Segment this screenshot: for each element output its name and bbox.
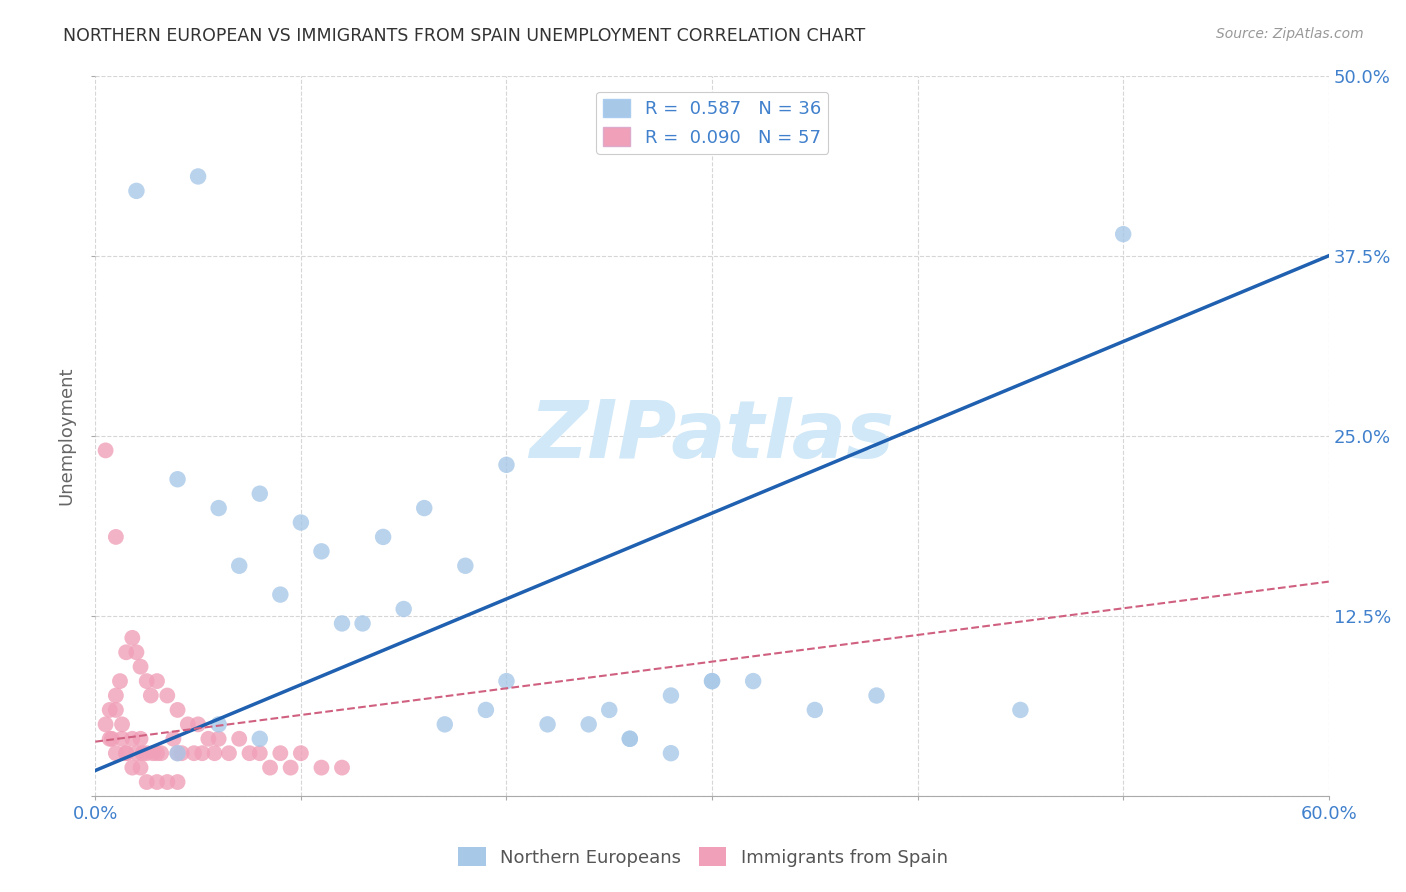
Point bbox=[135, 746, 157, 760]
Point bbox=[166, 746, 188, 760]
Point bbox=[142, 746, 165, 760]
Point bbox=[121, 761, 143, 775]
Point bbox=[146, 674, 169, 689]
Point bbox=[104, 689, 127, 703]
Point bbox=[619, 731, 641, 746]
Point bbox=[208, 731, 231, 746]
Point bbox=[98, 731, 121, 746]
Point bbox=[804, 703, 827, 717]
Point bbox=[150, 746, 173, 760]
Point bbox=[115, 746, 138, 760]
Point bbox=[131, 746, 153, 760]
Point bbox=[166, 703, 188, 717]
Point bbox=[249, 486, 271, 500]
Point bbox=[1010, 703, 1032, 717]
Point bbox=[183, 746, 205, 760]
Point bbox=[111, 717, 134, 731]
Point bbox=[619, 731, 641, 746]
Point bbox=[865, 689, 887, 703]
Point bbox=[166, 746, 188, 760]
Point bbox=[228, 558, 250, 573]
Point bbox=[104, 746, 127, 760]
Point bbox=[433, 717, 456, 731]
Point bbox=[156, 689, 179, 703]
Point bbox=[259, 761, 281, 775]
Point bbox=[94, 443, 117, 458]
Point bbox=[280, 761, 302, 775]
Point bbox=[659, 689, 682, 703]
Point bbox=[187, 169, 209, 184]
Point bbox=[204, 746, 226, 760]
Point bbox=[146, 746, 169, 760]
Point bbox=[475, 703, 498, 717]
Point bbox=[177, 717, 200, 731]
Legend: R =  0.587   N = 36, R =  0.090   N = 57: R = 0.587 N = 36, R = 0.090 N = 57 bbox=[596, 92, 828, 154]
Point bbox=[166, 775, 188, 789]
Point bbox=[170, 746, 193, 760]
Point bbox=[578, 717, 600, 731]
Point bbox=[392, 602, 415, 616]
Point bbox=[111, 731, 134, 746]
Point bbox=[413, 501, 436, 516]
Point bbox=[742, 674, 765, 689]
Point bbox=[108, 674, 131, 689]
Point bbox=[166, 472, 188, 486]
Point bbox=[228, 731, 250, 746]
Point bbox=[98, 703, 121, 717]
Point bbox=[135, 775, 157, 789]
Point bbox=[104, 703, 127, 717]
Point bbox=[146, 775, 169, 789]
Point bbox=[290, 516, 312, 530]
Point bbox=[249, 746, 271, 760]
Point bbox=[197, 731, 219, 746]
Point bbox=[129, 731, 152, 746]
Point bbox=[121, 731, 143, 746]
Point bbox=[536, 717, 558, 731]
Point bbox=[191, 746, 214, 760]
Point bbox=[311, 761, 333, 775]
Point bbox=[218, 746, 240, 760]
Point bbox=[659, 746, 682, 760]
Text: NORTHERN EUROPEAN VS IMMIGRANTS FROM SPAIN UNEMPLOYMENT CORRELATION CHART: NORTHERN EUROPEAN VS IMMIGRANTS FROM SPA… bbox=[63, 27, 866, 45]
Point bbox=[1112, 227, 1135, 241]
Point bbox=[129, 659, 152, 673]
Point bbox=[330, 616, 353, 631]
Point bbox=[100, 731, 122, 746]
Point bbox=[371, 530, 394, 544]
Point bbox=[495, 458, 517, 472]
Point bbox=[125, 645, 148, 659]
Point bbox=[208, 501, 231, 516]
Point bbox=[208, 717, 231, 731]
Point bbox=[125, 746, 148, 760]
Point bbox=[290, 746, 312, 760]
Point bbox=[104, 530, 127, 544]
Point bbox=[269, 588, 291, 602]
Point bbox=[135, 674, 157, 689]
Text: Source: ZipAtlas.com: Source: ZipAtlas.com bbox=[1216, 27, 1364, 41]
Point bbox=[139, 689, 162, 703]
Point bbox=[238, 746, 260, 760]
Point bbox=[311, 544, 333, 558]
Point bbox=[162, 731, 184, 746]
Point bbox=[156, 775, 179, 789]
Point bbox=[700, 674, 723, 689]
Point bbox=[454, 558, 477, 573]
Point bbox=[94, 717, 117, 731]
Point bbox=[352, 616, 374, 631]
Point bbox=[269, 746, 291, 760]
Legend: Northern Europeans, Immigrants from Spain: Northern Europeans, Immigrants from Spai… bbox=[451, 840, 955, 874]
Point bbox=[187, 717, 209, 731]
Point bbox=[125, 184, 148, 198]
Point bbox=[598, 703, 620, 717]
Point bbox=[330, 761, 353, 775]
Point bbox=[700, 674, 723, 689]
Point bbox=[121, 631, 143, 645]
Point bbox=[115, 645, 138, 659]
Point bbox=[249, 731, 271, 746]
Y-axis label: Unemployment: Unemployment bbox=[58, 367, 75, 505]
Point bbox=[129, 761, 152, 775]
Text: ZIPatlas: ZIPatlas bbox=[530, 397, 894, 475]
Point bbox=[495, 674, 517, 689]
Point bbox=[115, 746, 138, 760]
